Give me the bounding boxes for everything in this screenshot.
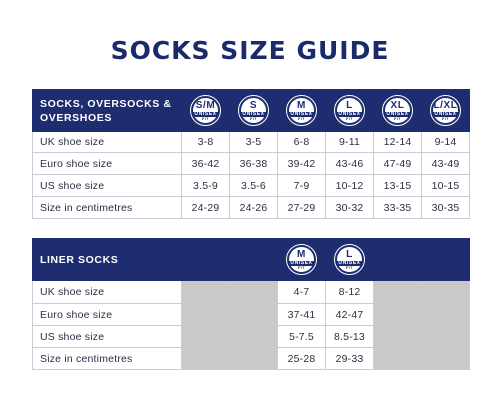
size-badge-cell: L/XL UNISEX FIT bbox=[421, 89, 470, 132]
table-row: Size in centimetres 25-28 29-33 bbox=[32, 347, 470, 370]
header-empty-cell bbox=[421, 238, 470, 281]
table-cell: 3.5-6 bbox=[229, 174, 278, 197]
table-header-row: SOCKS, OVERSOCKS & OVERSHOES S/M UNISEX FI… bbox=[32, 89, 470, 132]
size-badge-cell: S UNISEX FIT bbox=[229, 89, 278, 132]
row-label: US shoe size bbox=[32, 174, 182, 197]
header-label: LINER SOCKS bbox=[32, 238, 182, 281]
row-label: US shoe size bbox=[32, 325, 182, 348]
empty-cell bbox=[373, 325, 422, 348]
table-row: UK shoe size 3-8 3-5 6-8 9-11 12-14 9-14 bbox=[32, 131, 470, 153]
row-label: Size in centimetres bbox=[32, 347, 182, 370]
row-label: Euro shoe size bbox=[32, 303, 182, 326]
size-badge: S/M UNISEX FIT bbox=[190, 95, 221, 126]
size-badge-cell: M UNISEX FIT bbox=[277, 89, 326, 132]
empty-cell bbox=[181, 347, 230, 370]
table-cell: 8.5-13 bbox=[325, 325, 374, 348]
table-row: US shoe size 5-7.5 8.5-13 bbox=[32, 325, 470, 348]
size-badge-cell: M UNISEX FIT bbox=[277, 238, 326, 281]
table-row: US shoe size 3.5-9 3.5-6 7-9 10-12 13-15… bbox=[32, 174, 470, 197]
table-cell: 36-38 bbox=[229, 152, 278, 175]
empty-cell bbox=[229, 325, 278, 348]
table-cell: 3-8 bbox=[181, 131, 230, 153]
size-badge: M UNISEX FIT bbox=[286, 95, 317, 126]
size-badge-cell: L UNISEX FIT bbox=[325, 89, 374, 132]
header-empty-cell bbox=[373, 238, 422, 281]
table-cell: 12-14 bbox=[373, 131, 422, 153]
row-label: Size in centimetres bbox=[32, 196, 182, 219]
row-label: UK shoe size bbox=[32, 280, 182, 304]
table-cell: 3.5-9 bbox=[181, 174, 230, 197]
table-cell: 43-46 bbox=[325, 152, 374, 175]
size-badge-cell: XL UNISEX FIT bbox=[373, 89, 422, 132]
empty-cell bbox=[229, 347, 278, 370]
table-cell: 24-26 bbox=[229, 196, 278, 219]
empty-cell bbox=[373, 303, 422, 326]
table-cell: 24-29 bbox=[181, 196, 230, 219]
size-badge-cell: S/M UNISEX FIT bbox=[181, 89, 230, 132]
table-cell: 13-15 bbox=[373, 174, 422, 197]
empty-cell bbox=[421, 347, 470, 370]
table-cell: 43-49 bbox=[421, 152, 470, 175]
empty-cell bbox=[421, 280, 470, 304]
table-cell: 42-47 bbox=[325, 303, 374, 326]
table-cell: 47-49 bbox=[373, 152, 422, 175]
table-cell: 36-42 bbox=[181, 152, 230, 175]
empty-cell bbox=[373, 347, 422, 370]
table-row: Size in centimetres 24-29 24-26 27-29 30… bbox=[32, 196, 470, 219]
table-cell: 8-12 bbox=[325, 280, 374, 304]
empty-cell bbox=[181, 325, 230, 348]
table-cell: 9-11 bbox=[325, 131, 374, 153]
size-badge-cell: L UNISEX FIT bbox=[325, 238, 374, 281]
row-label: UK shoe size bbox=[32, 131, 182, 153]
table-cell: 30-35 bbox=[421, 196, 470, 219]
size-badge: L UNISEX FIT bbox=[334, 244, 365, 275]
table-cell: 6-8 bbox=[277, 131, 326, 153]
size-badge: L/XL UNISEX FIT bbox=[430, 95, 461, 126]
empty-cell bbox=[181, 303, 230, 326]
table-cell: 3-5 bbox=[229, 131, 278, 153]
empty-cell bbox=[421, 325, 470, 348]
table-row: UK shoe size 4-7 8-12 bbox=[32, 280, 470, 304]
table-row: Euro shoe size 36-42 36-38 39-42 43-46 4… bbox=[32, 152, 470, 175]
size-badge: S UNISEX FIT bbox=[238, 95, 269, 126]
size-badge: XL UNISEX FIT bbox=[382, 95, 413, 126]
row-label: Euro shoe size bbox=[32, 152, 182, 175]
table-cell: 27-29 bbox=[277, 196, 326, 219]
empty-cell bbox=[229, 280, 278, 304]
liner-socks-size-table: LINER SOCKS M UNISEX FIT L UNISEX FIT UK sho… bbox=[32, 238, 470, 370]
empty-cell bbox=[181, 280, 230, 304]
size-badge: L UNISEX FIT bbox=[334, 95, 365, 126]
table-cell: 39-42 bbox=[277, 152, 326, 175]
table-header-row: LINER SOCKS M UNISEX FIT L UNISEX FIT bbox=[32, 238, 470, 281]
table-cell: 10-12 bbox=[325, 174, 374, 197]
table-cell: 33-35 bbox=[373, 196, 422, 219]
size-badge: M UNISEX FIT bbox=[286, 244, 317, 275]
table-cell: 9-14 bbox=[421, 131, 470, 153]
socks-size-table: SOCKS, OVERSOCKS & OVERSHOES S/M UNISEX FI… bbox=[32, 89, 470, 219]
header-label: SOCKS, OVERSOCKS & OVERSHOES bbox=[32, 89, 182, 132]
table-cell: 10-15 bbox=[421, 174, 470, 197]
table-cell: 5-7.5 bbox=[277, 325, 326, 348]
header-empty-cell bbox=[181, 238, 230, 281]
table-cell: 29-33 bbox=[325, 347, 374, 370]
table-row: Euro shoe size 37-41 42-47 bbox=[32, 303, 470, 326]
empty-cell bbox=[421, 303, 470, 326]
page-title: SOCKS SIZE GUIDE bbox=[110, 36, 390, 65]
table-cell: 7-9 bbox=[277, 174, 326, 197]
empty-cell bbox=[229, 303, 278, 326]
empty-cell bbox=[373, 280, 422, 304]
table-cell: 30-32 bbox=[325, 196, 374, 219]
table-cell: 4-7 bbox=[277, 280, 326, 304]
header-empty-cell bbox=[229, 238, 278, 281]
table-cell: 37-41 bbox=[277, 303, 326, 326]
table-cell: 25-28 bbox=[277, 347, 326, 370]
